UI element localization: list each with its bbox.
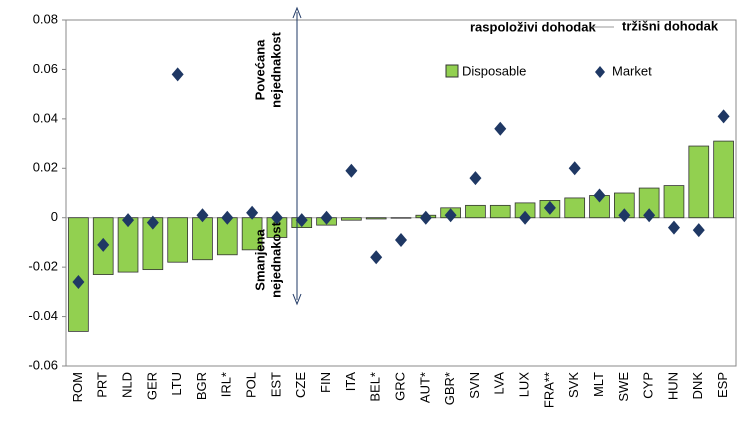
plot-frame — [65, 19, 737, 367]
x-tick-label: ITA — [343, 372, 358, 392]
market-marker — [345, 163, 358, 178]
market-marker — [171, 67, 184, 82]
bar — [167, 217, 188, 263]
x-tick-label: NLD — [119, 372, 134, 398]
x-tick-label: IRL* — [219, 372, 234, 397]
market-marker — [72, 274, 85, 289]
arrow-head — [292, 293, 302, 306]
header-label: tržišni dohodak — [622, 18, 719, 33]
market-marker — [618, 208, 631, 223]
market-marker — [419, 210, 432, 225]
annotation: Smanjena — [252, 229, 267, 291]
x-tick-label: LTU — [169, 372, 184, 396]
legend-label: Market — [612, 63, 652, 78]
market-marker — [196, 208, 209, 223]
y-tick-label: 0.04 — [33, 110, 58, 125]
market-marker — [122, 213, 135, 228]
bar — [465, 204, 486, 219]
market-marker — [593, 188, 606, 203]
x-tick-label: FIN — [318, 372, 333, 393]
market-marker — [320, 210, 333, 225]
bar — [68, 217, 89, 332]
legend-swatch — [445, 64, 459, 78]
market-marker — [395, 232, 407, 247]
x-tick-label: MLT — [591, 372, 606, 397]
y-tick-label: 0 — [51, 209, 58, 224]
legend-marker — [595, 66, 605, 78]
x-tick-label: GER — [144, 372, 159, 400]
y-tick-label: 0.02 — [33, 160, 58, 175]
annotation: nejednakost — [268, 31, 283, 108]
x-tick-label: EST — [268, 372, 283, 397]
y-tick-label: 0.06 — [33, 61, 58, 76]
x-tick-label: PRT — [95, 372, 110, 398]
bar — [341, 217, 362, 221]
x-tick-label: FRA** — [541, 372, 556, 408]
market-marker — [643, 208, 656, 223]
market-marker — [469, 171, 482, 186]
x-tick-label: SVN — [467, 372, 482, 399]
y-tick-label: -0.02 — [28, 259, 58, 274]
x-tick-label: LUX — [517, 372, 532, 398]
x-tick-label: BEL* — [368, 372, 383, 402]
x-tick-label: HUN — [665, 372, 680, 400]
market-marker — [717, 109, 730, 124]
bar — [390, 217, 412, 219]
x-tick-label: DNK — [690, 372, 705, 400]
market-marker — [543, 200, 556, 215]
x-tick-label: AUT* — [417, 372, 432, 403]
y-tick-label: 0.08 — [33, 11, 58, 26]
annotation: Povećana — [252, 39, 267, 100]
x-tick-label: CZE — [293, 372, 308, 398]
market-marker — [370, 250, 383, 265]
market-marker — [146, 215, 159, 230]
market-marker — [667, 220, 680, 235]
bar — [564, 197, 586, 219]
market-marker — [494, 121, 507, 136]
y-tick-label: -0.04 — [28, 308, 58, 323]
x-tick-label: ESP — [715, 372, 730, 398]
market-marker — [295, 213, 308, 228]
x-tick-label: SVK — [566, 372, 581, 398]
market-marker — [221, 210, 234, 225]
x-tick-label: GBR* — [442, 372, 457, 405]
bar — [713, 140, 734, 219]
market-marker — [97, 237, 110, 252]
x-tick-label: POL — [244, 372, 259, 398]
x-tick-label: GRC — [392, 372, 407, 401]
market-marker — [568, 161, 581, 176]
market-marker — [692, 223, 705, 238]
bar — [688, 145, 710, 219]
x-tick-label: LVA — [492, 372, 507, 395]
market-marker — [270, 210, 283, 225]
header-label: raspoloživi dohodak — [470, 19, 596, 34]
market-marker — [444, 208, 457, 223]
legend-label: Disposable — [462, 63, 526, 78]
market-marker — [246, 205, 259, 220]
x-tick-label: SWE — [616, 372, 631, 402]
arrow-head — [292, 6, 302, 19]
bar — [663, 185, 685, 219]
market-marker — [519, 210, 532, 225]
x-tick-label: BGR — [194, 372, 209, 400]
bar — [192, 217, 213, 261]
y-tick-label: -0.06 — [28, 357, 58, 372]
x-tick-label: ROM — [70, 372, 85, 402]
bar — [489, 204, 511, 219]
annotation: nejednakost — [268, 221, 283, 298]
x-tick-label: CYP — [641, 372, 656, 399]
bar — [365, 217, 387, 220]
